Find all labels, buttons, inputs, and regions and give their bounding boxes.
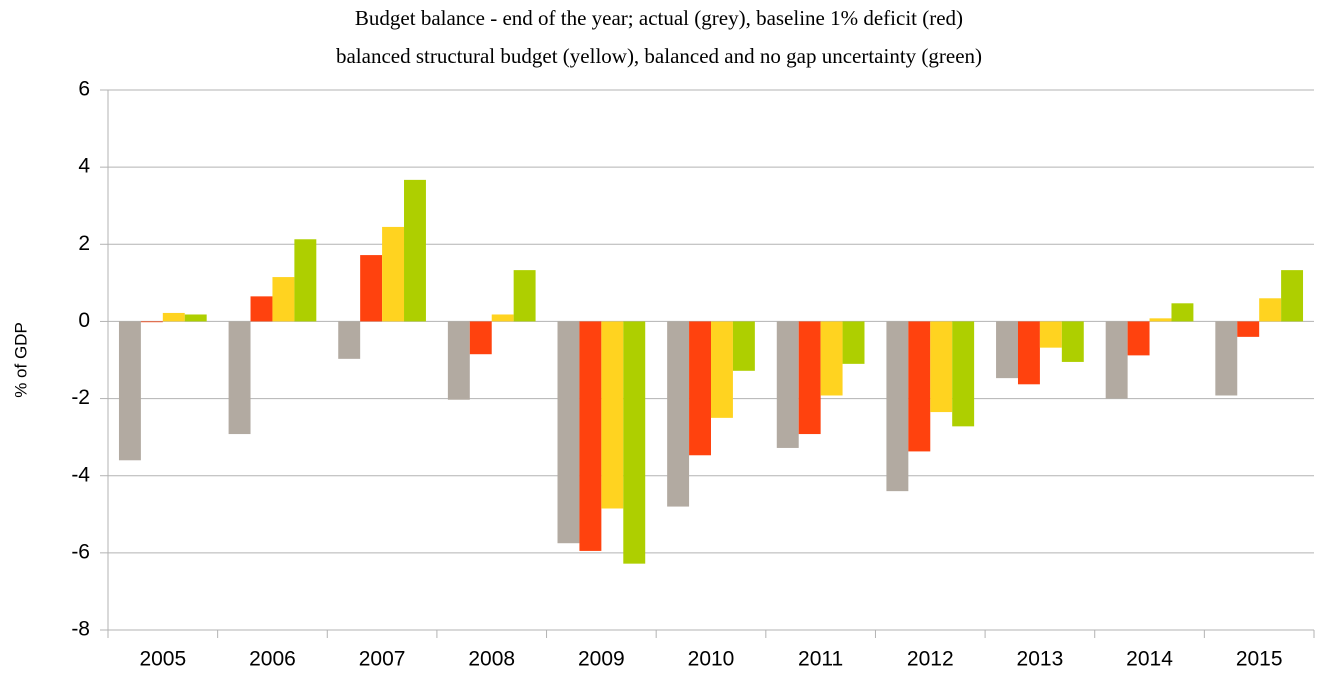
bar [732,321,755,371]
bar [272,277,295,322]
bar [491,314,514,322]
bar [1237,321,1260,337]
bar [469,321,492,355]
bar [294,239,317,322]
bar [1171,303,1194,322]
bar [798,321,821,435]
bar [1259,298,1282,322]
bar [908,321,931,452]
bar [557,321,580,544]
bar [579,321,602,551]
y-tick-label: -6 [71,540,90,563]
bar [820,321,843,396]
bar [1105,321,1128,399]
bar [1017,321,1040,385]
bar [1061,321,1084,362]
bar [118,321,141,461]
bar [404,179,426,322]
bar [513,270,536,322]
y-tick-label: -2 [71,386,90,409]
bar [667,321,690,507]
bar [1127,321,1150,356]
y-tick-label: 4 [78,155,90,178]
x-tick-label: 2010 [688,648,735,671]
bar [162,312,185,322]
bar [842,321,865,364]
bar [711,321,733,418]
bar [776,321,799,448]
bar [623,321,646,564]
y-tick-label: 2 [78,232,90,255]
y-tick-label: -8 [71,618,90,641]
bar [338,321,361,359]
bar [382,226,405,322]
bar [360,255,383,322]
y-tick-label: 0 [78,309,90,332]
x-tick-label: 2014 [1126,648,1173,671]
y-tick-label: 6 [78,78,90,101]
bar [228,321,251,435]
bar [1039,321,1062,348]
x-tick-label: 2005 [139,648,186,671]
bar [1281,270,1304,322]
chart-title: Budget balance - end of the year; actual… [355,6,963,30]
x-tick-label: 2006 [249,648,296,671]
y-axis-label: % of GDP [11,322,30,398]
bar [184,314,207,322]
x-tick-label: 2013 [1017,648,1064,671]
bar [250,296,273,322]
bar [1149,318,1172,322]
bar [140,321,163,323]
bar [996,321,1018,379]
bar [930,321,953,413]
x-tick-label: 2012 [907,648,954,671]
x-tick-label: 2011 [798,648,843,671]
bar [601,321,624,509]
y-tick-label: -4 [71,463,90,486]
bar [1215,321,1238,396]
chart-title: balanced structural budget (yellow), bal… [336,44,982,68]
x-tick-label: 2008 [468,648,515,671]
x-tick-label: 2007 [359,648,406,671]
x-tick-label: 2009 [578,648,625,671]
bar [886,321,909,492]
bar [689,321,711,456]
bar [447,321,470,400]
x-tick-label: 2015 [1236,648,1283,671]
bar [952,321,975,427]
